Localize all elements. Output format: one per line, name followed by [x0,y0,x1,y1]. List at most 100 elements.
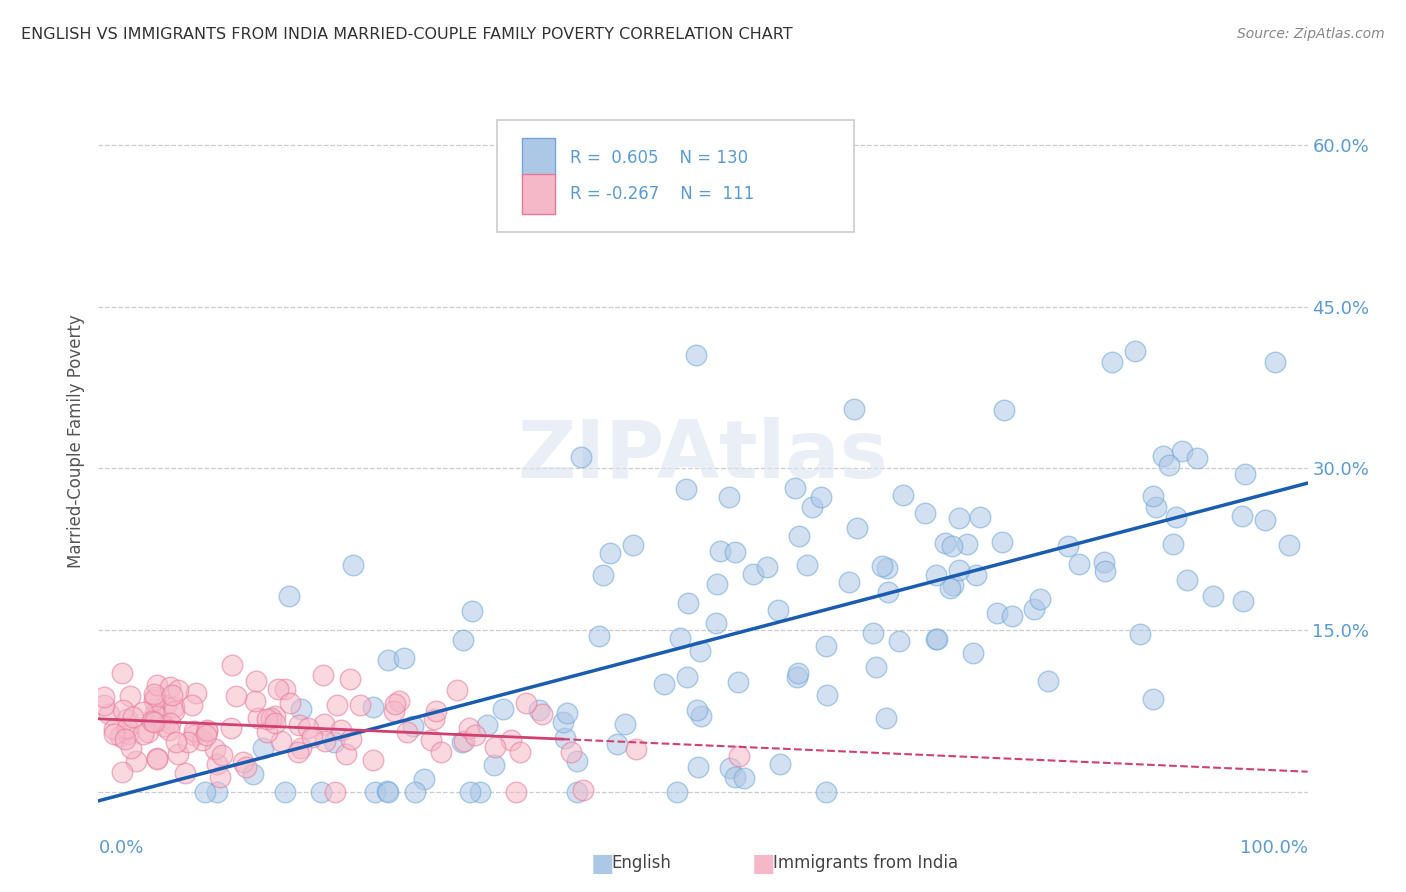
Point [1057,539,1080,553]
Point [965,567,987,582]
Point [146,750,169,764]
Point [1001,609,1024,624]
Point [225,690,247,704]
FancyBboxPatch shape [498,120,855,232]
Point [887,634,910,648]
Point [141,714,163,728]
Text: 100.0%: 100.0% [1240,838,1308,857]
Point [260,711,283,725]
Point [801,500,824,514]
Point [842,402,865,417]
Point [1142,691,1164,706]
Point [1187,451,1209,466]
Point [404,785,426,799]
Point [942,578,965,592]
Point [132,705,155,719]
Point [499,733,522,747]
Point [314,717,336,731]
Point [1278,538,1301,552]
Point [120,740,142,755]
Point [567,754,589,768]
Point [891,488,914,502]
Point [115,712,138,726]
Point [515,696,537,710]
Point [267,681,290,696]
Point [962,647,984,661]
Point [232,755,254,769]
Point [741,567,763,582]
Point [118,689,141,703]
Point [688,760,710,774]
Point [814,785,837,799]
Point [727,674,749,689]
Point [934,536,956,550]
Point [342,558,364,573]
Point [190,732,212,747]
Point [1161,537,1184,551]
Point [592,568,614,582]
Point [1164,510,1187,524]
Point [290,740,312,755]
Point [363,753,385,767]
Point [157,723,180,737]
Point [195,723,218,737]
Point [264,715,287,730]
Point [527,703,550,717]
Point [142,714,165,729]
Point [1159,458,1181,473]
Point [377,653,399,667]
Point [93,690,115,705]
Point [948,510,970,524]
Point [1171,444,1194,458]
Point [734,771,756,785]
Point [243,694,266,708]
Point [423,712,446,726]
Point [183,724,205,739]
Point [846,521,869,535]
Point [814,639,837,653]
Point [388,694,411,708]
Point [301,730,323,744]
Point [377,785,399,799]
Point [553,715,575,730]
Point [326,698,349,713]
Point [675,482,697,496]
Text: Source: ZipAtlas.com: Source: ZipAtlas.com [1237,27,1385,41]
Point [115,721,138,735]
Point [204,742,226,756]
Point [453,633,475,648]
Point [446,683,468,698]
Point [1022,602,1045,616]
Point [786,670,808,684]
Point [621,538,644,552]
Point [205,757,228,772]
Point [1233,467,1256,482]
Point [948,562,970,576]
Point [245,673,267,688]
Point [335,747,357,761]
Point [1029,592,1052,607]
Point [668,631,690,645]
Point [145,709,167,723]
Point [924,568,946,582]
Point [111,765,134,780]
Point [349,698,371,713]
Text: ■: ■ [591,852,614,875]
Point [1101,355,1123,369]
Point [555,706,578,721]
Point [221,657,243,672]
Point [252,740,274,755]
Point [288,718,311,732]
Point [461,604,484,618]
Point [211,747,233,762]
Point [114,731,136,746]
Point [676,596,699,610]
Point [103,727,125,741]
Point [815,689,838,703]
Point [706,576,728,591]
Y-axis label: Married-Couple Family Poverty: Married-Couple Family Poverty [66,315,84,568]
Point [453,734,475,748]
Point [509,745,531,759]
Point [110,729,132,743]
Point [323,735,346,749]
